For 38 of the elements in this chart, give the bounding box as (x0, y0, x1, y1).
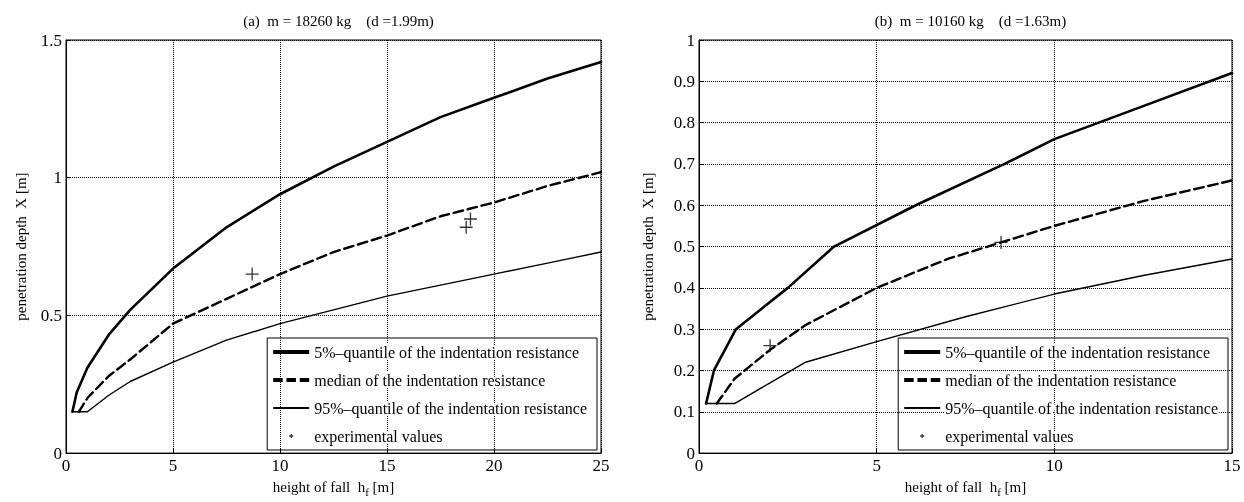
chart-title: (b) m = 10160 kg (d =1.63m) (874, 12, 1067, 30)
point (463, 211, 478, 227)
y-tick-label: 0 (686, 443, 695, 463)
y-tick-label: 0.7 (673, 154, 696, 174)
y-tick-label: 1 (686, 30, 695, 50)
y-tick-label: 0.5 (40, 305, 62, 325)
point (245, 266, 260, 282)
y-tick-label: 0.2 (673, 360, 695, 380)
y-tick-label: 0.1 (673, 402, 695, 422)
x-tick-label: 15 (1223, 456, 1241, 476)
y-tick-label: 0.9 (673, 71, 695, 91)
x-tick-label: 25 (592, 456, 610, 476)
legend-label: experimental values (314, 427, 443, 446)
legend-label: 95%–quantile of the indentation resistance (314, 399, 588, 418)
y-tick-label: 0.8 (673, 113, 695, 133)
legend-label: experimental values (945, 427, 1074, 446)
y-tick-label: 1.5 (40, 30, 62, 50)
legend-label: median of the indentation resistance (314, 371, 546, 389)
y-axis-title: penetration depth X [m] (12, 172, 29, 321)
y-tick-label: 0.6 (673, 195, 695, 215)
legend-label: 5%–quantile of the indentation resistance (314, 343, 580, 362)
legend-label: 5%–quantile of the indentation resistance (945, 343, 1211, 362)
y-tick-label: 0.3 (673, 319, 695, 339)
y-tick-label: 0 (53, 443, 62, 463)
point (459, 220, 474, 235)
x-tick-label: 10 (271, 456, 289, 476)
chart-title: (a) m = 18260 kg (d =1.99m) (243, 12, 434, 30)
x-tick-label: 20 (485, 456, 503, 476)
legend-label: 95%–quantile of the indentation resistance (945, 399, 1219, 418)
x-tick-label: 15 (378, 456, 396, 476)
x-tick-label: 5 (872, 456, 881, 476)
y-tick-label: 0.5 (673, 237, 695, 257)
y-tick-label: 1 (53, 168, 62, 188)
y-axis-title: penetration depth X [m] (639, 172, 656, 321)
legend-label: median of the indentation resistance (945, 371, 1177, 389)
x-tick-label: 5 (168, 456, 178, 476)
x-tick-label: 10 (1045, 456, 1063, 476)
y-tick-label: 0.4 (673, 278, 696, 298)
